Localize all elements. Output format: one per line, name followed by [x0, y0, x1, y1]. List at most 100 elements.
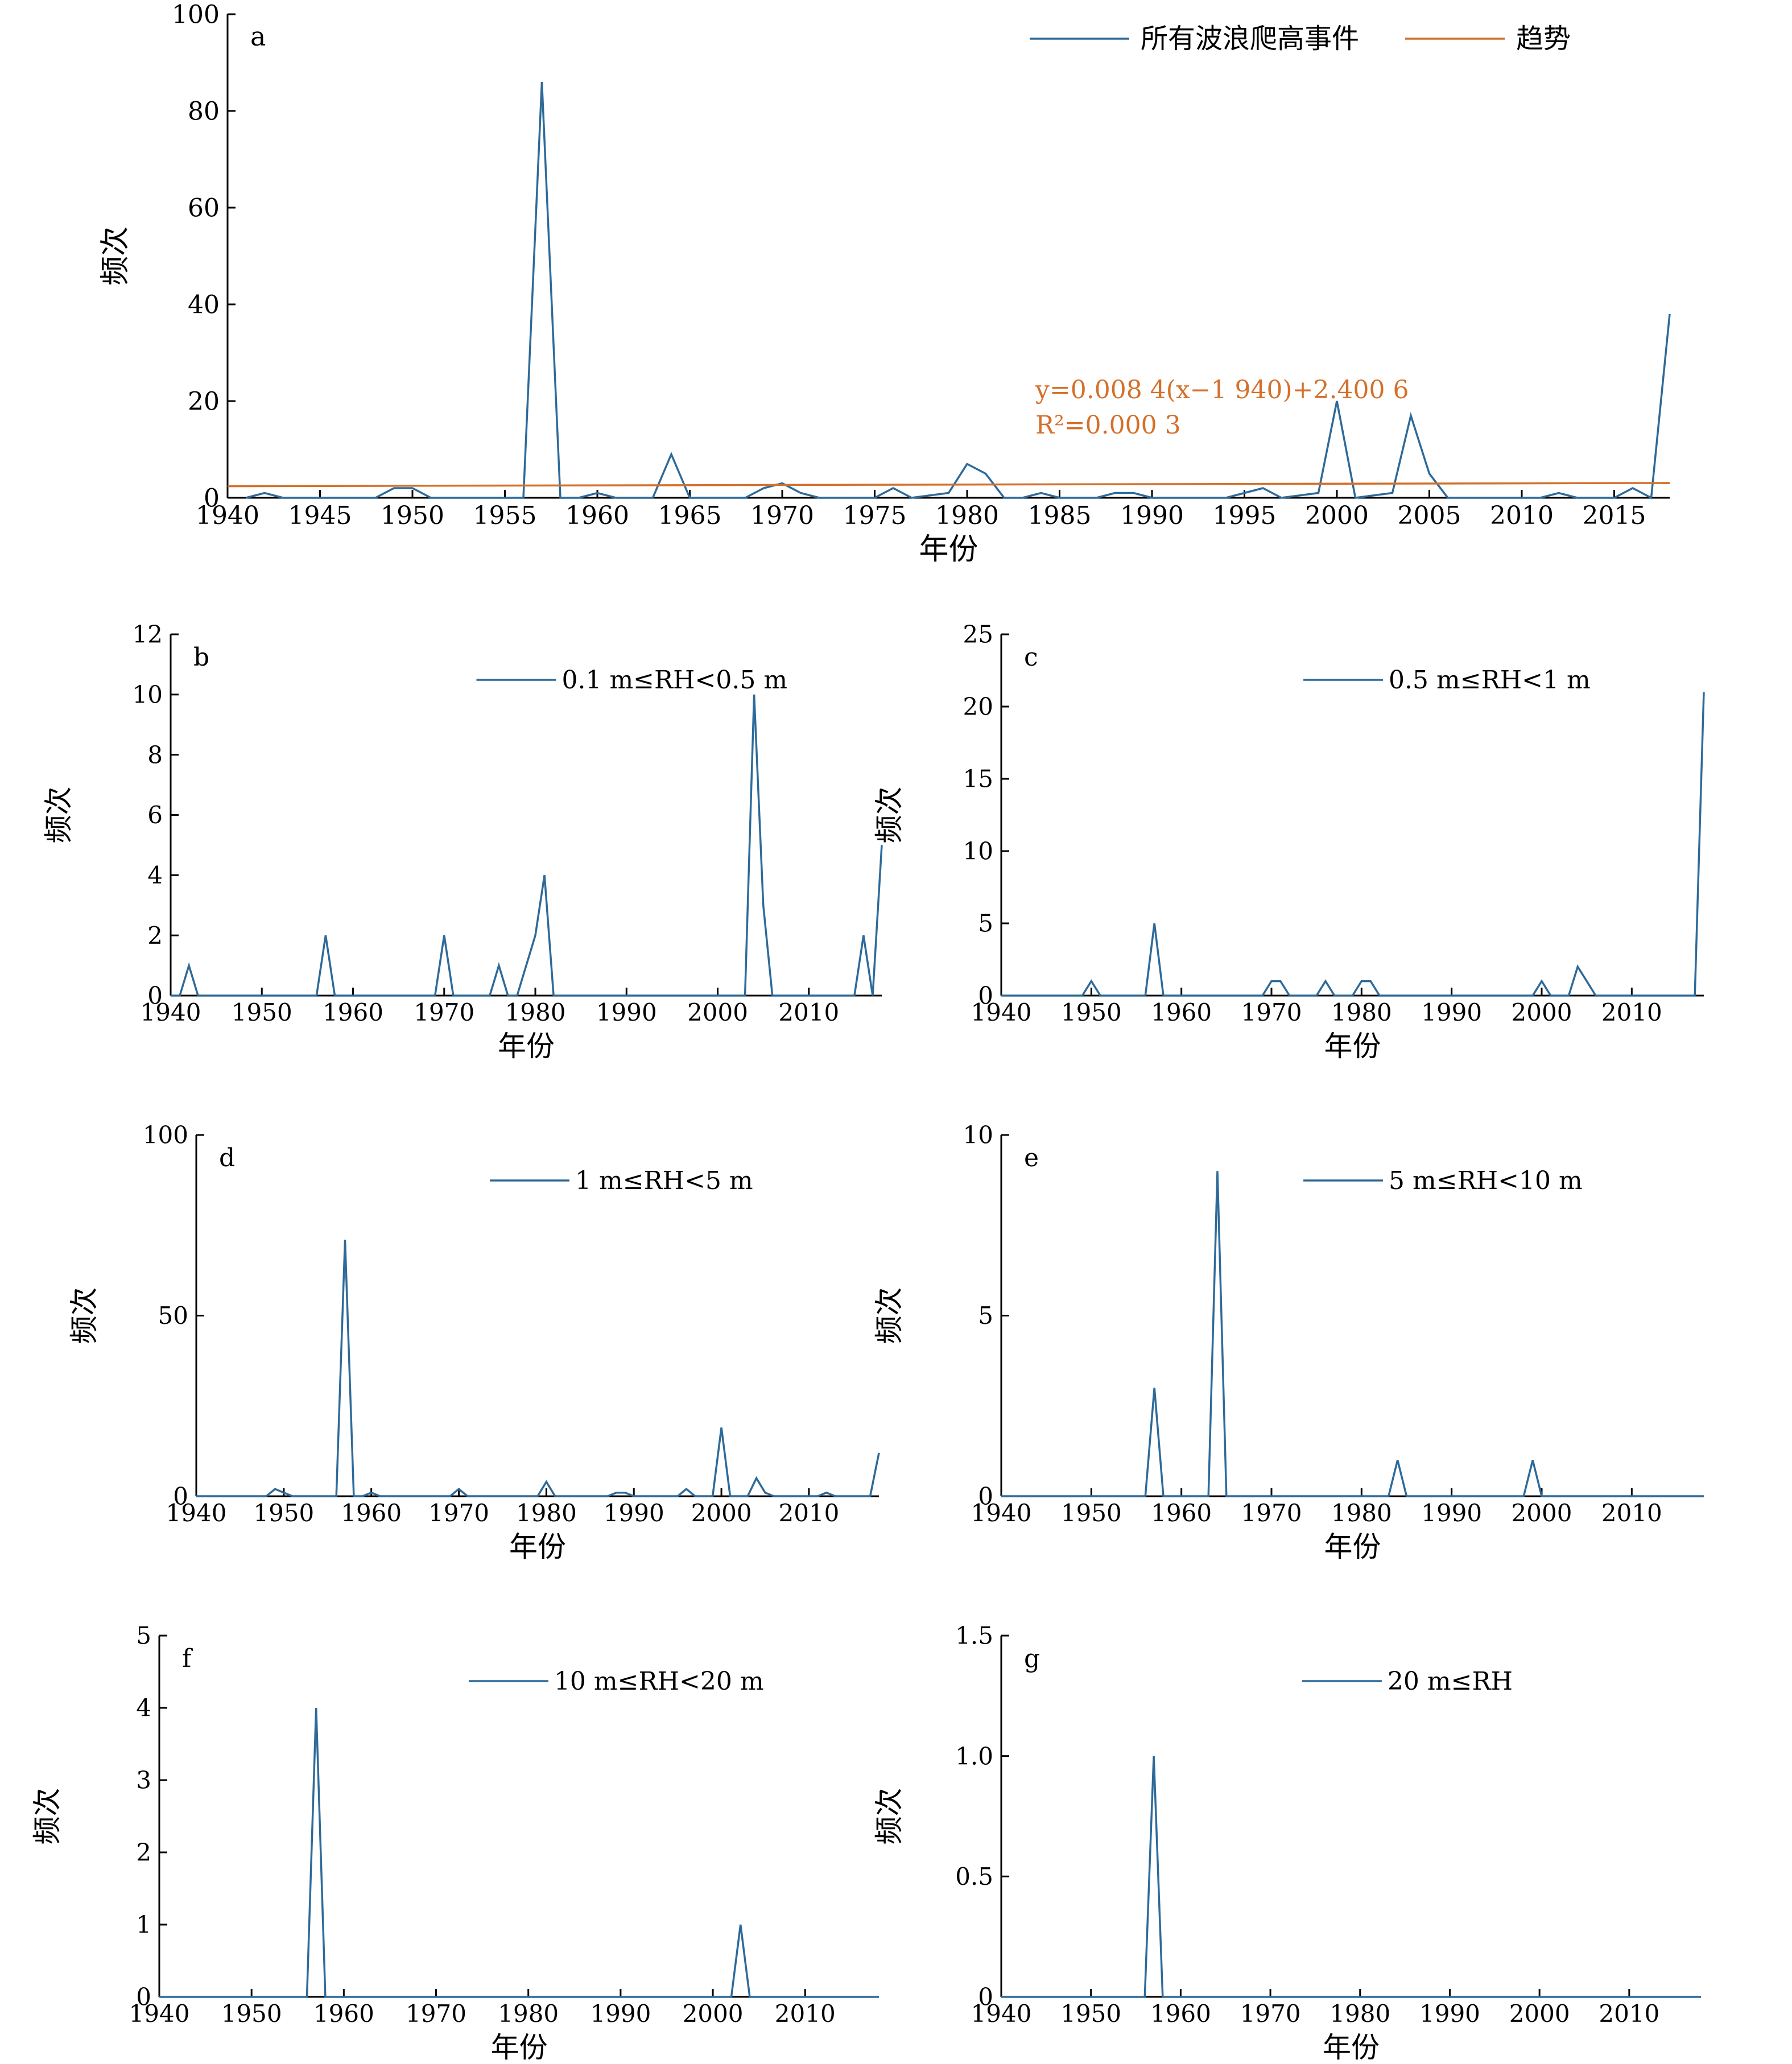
y-tick-label: 10	[133, 681, 163, 709]
x-tick-label: 1980	[1331, 998, 1392, 1026]
series-line	[246, 81, 1671, 500]
x-tick-label: 1990	[1120, 501, 1184, 530]
y-axis-label: 频次	[873, 1287, 906, 1344]
series-line	[171, 694, 883, 997]
x-axis-label: 年份	[498, 1030, 555, 1063]
x-tick-label: 1980	[935, 501, 999, 530]
x-tick-label: 2015	[1583, 501, 1646, 530]
legend-entry: 10 m≤RH<20 m	[554, 1667, 764, 1696]
panel-label: f	[182, 1644, 193, 1673]
x-tick-label: 1960	[1151, 1499, 1212, 1527]
y-axis-label: 频次	[98, 226, 133, 286]
y-tick-label: 2	[136, 1839, 151, 1867]
x-tick-label: 2000	[1512, 1499, 1572, 1527]
x-axis-label: 年份	[919, 532, 978, 567]
y-axis-label: 频次	[42, 787, 75, 844]
x-tick-label: 1970	[414, 998, 474, 1026]
y-tick-label: 6	[147, 801, 163, 829]
x-tick-label: 1975	[843, 501, 907, 530]
x-tick-label: 1955	[473, 501, 537, 530]
series-line	[1001, 1756, 1701, 1998]
x-tick-label: 1970	[1241, 998, 1302, 1026]
x-tick-label: 1950	[1060, 2000, 1121, 2028]
y-tick-label: 0	[978, 1983, 993, 2011]
y-tick-label: 25	[963, 621, 993, 649]
x-tick-label: 1970	[428, 1499, 489, 1527]
y-tick-label: 80	[188, 97, 220, 126]
y-tick-label: 5	[978, 910, 993, 938]
legend-entry: 趋势	[1516, 23, 1571, 55]
y-tick-label: 8	[147, 741, 163, 769]
x-tick-label: 1990	[596, 998, 657, 1026]
x-tick-label: 2010	[1601, 998, 1662, 1026]
y-tick-label: 0	[173, 1483, 188, 1510]
x-tick-label: 1980	[1331, 1499, 1392, 1527]
x-axis-label: 年份	[491, 2031, 548, 2064]
x-tick-label: 1945	[288, 501, 352, 530]
panel-label: g	[1024, 1644, 1040, 1673]
legend-entry: 所有波浪爬高事件	[1141, 23, 1359, 55]
x-tick-label: 2005	[1398, 501, 1461, 530]
x-tick-label: 1940	[971, 1499, 1032, 1527]
chart-panel-g: 0 0.5 1.0 1.5 1940 1950 1960 1970 1980 1990 2000 20…	[873, 1622, 1701, 2064]
chart-panel-c: 0 5 10 15 20 25 1940 1950 1960 1970 1980 1990 2000 20…	[873, 621, 1705, 1063]
x-tick-label: 1980	[516, 1499, 577, 1527]
x-tick-label: 1960	[323, 998, 383, 1026]
trend-line	[227, 482, 1670, 488]
x-tick-label: 2000	[1305, 501, 1369, 530]
x-tick-label: 1940	[196, 501, 259, 530]
panel-label: e	[1024, 1144, 1039, 1173]
y-tick-label: 100	[172, 0, 220, 29]
y-tick-label: 20	[188, 387, 220, 416]
legend-entry: 5 m≤RH<10 m	[1389, 1166, 1583, 1195]
y-tick-label: 10	[963, 837, 993, 865]
x-tick-label: 1940	[971, 998, 1032, 1026]
x-tick-label: 1990	[590, 2000, 651, 2028]
legend-entry: 0.5 m≤RH<1 m	[1389, 666, 1591, 695]
y-axis-label: 频次	[873, 787, 906, 844]
x-tick-label: 1990	[1421, 1499, 1482, 1527]
series-line	[159, 1707, 879, 1998]
y-tick-label: 5	[136, 1622, 151, 1650]
panel-label: d	[219, 1144, 235, 1173]
y-tick-label: 1.0	[955, 1742, 993, 1770]
x-tick-label: 1995	[1213, 501, 1277, 530]
x-tick-label: 1950	[221, 2000, 282, 2028]
series-line	[1001, 1171, 1704, 1497]
x-tick-label: 1970	[750, 501, 814, 530]
x-tick-label: 1970	[406, 2000, 466, 2028]
x-tick-label: 1950	[1061, 1499, 1122, 1527]
y-tick-label: 100	[143, 1121, 188, 1149]
x-axis-label: 年份	[1323, 2031, 1380, 2064]
y-tick-label: 4	[136, 1694, 151, 1722]
y-tick-label: 2	[147, 922, 163, 950]
x-tick-label: 1960	[1151, 998, 1212, 1026]
trend-r-squared: R²=0.000 3	[1035, 411, 1181, 440]
x-tick-label: 2010	[1599, 2000, 1659, 2028]
x-tick-label: 1950	[232, 998, 292, 1026]
y-tick-label: 1.5	[955, 1622, 993, 1650]
y-tick-label: 10	[963, 1121, 993, 1149]
y-tick-label: 60	[188, 193, 220, 222]
x-tick-label: 1940	[166, 1499, 227, 1527]
legend-entry: 1 m≤RH<5 m	[575, 1166, 753, 1195]
x-tick-label: 2000	[691, 1499, 752, 1527]
y-tick-label: 15	[963, 765, 993, 793]
x-axis-label: 年份	[1324, 1030, 1381, 1063]
x-tick-label: 2000	[1512, 998, 1572, 1026]
x-tick-label: 1990	[1421, 998, 1482, 1026]
trend-equation: y=0.008 4(x−1 940)+2.400 6	[1035, 375, 1409, 404]
y-tick-label: 3	[136, 1766, 151, 1794]
y-tick-label: 1	[136, 1911, 151, 1939]
y-tick-label: 5	[978, 1302, 993, 1330]
y-axis-label: 频次	[873, 1788, 906, 1845]
x-tick-label: 2010	[1601, 1499, 1662, 1527]
x-tick-label: 2010	[775, 2000, 836, 2028]
x-axis-label: 年份	[509, 1530, 566, 1563]
x-tick-label: 1940	[971, 2000, 1032, 2028]
chart-panel-f: 0 1 2 3 4 5 1940 1950 1960 1970 1980 1990 2000 2010 年份…	[31, 1622, 879, 2064]
y-tick-label: 12	[133, 621, 163, 649]
panel-label: a	[250, 21, 266, 52]
x-tick-label: 1980	[498, 2000, 559, 2028]
